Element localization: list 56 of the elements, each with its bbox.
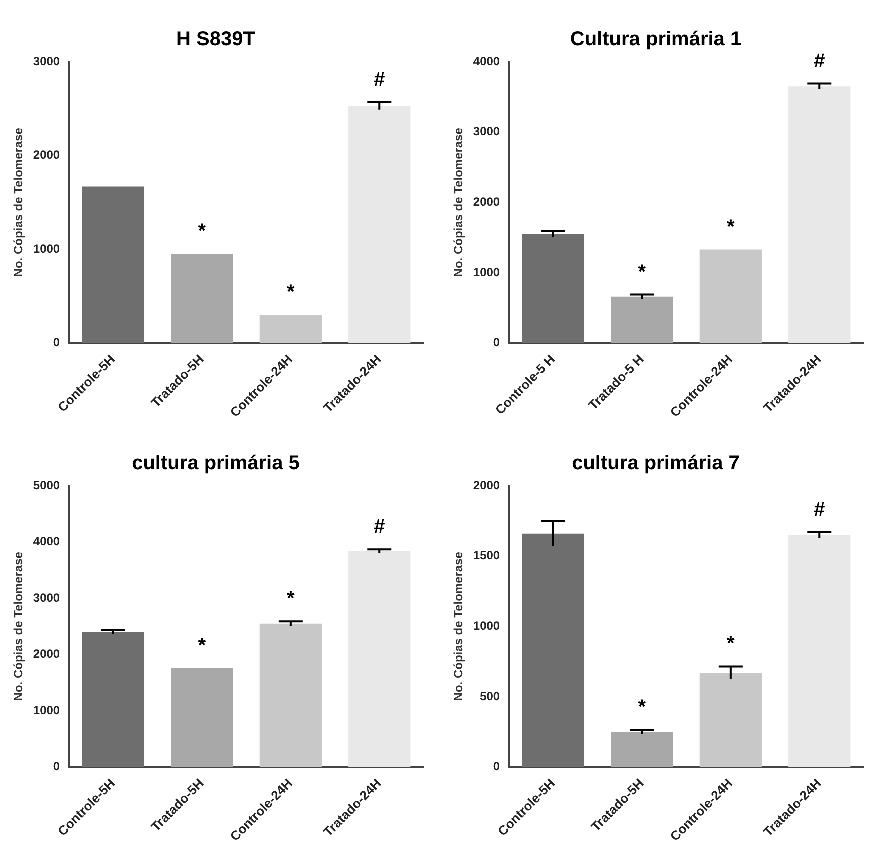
y-axis-title: No. Cópias de Telomerase [12,128,26,278]
bar [260,624,322,768]
y-tick-label: 3000 [473,124,500,139]
chart-title: Cultura primária 1 [570,28,742,51]
bar [82,632,145,768]
y-tick-label: 2000 [33,647,60,662]
bar [522,234,585,344]
bar [788,86,851,344]
annotation: # [374,68,386,91]
y-tick-label: 0 [53,760,60,774]
bar [788,535,851,768]
bar [348,106,411,344]
y-tick-label: 4000 [33,534,60,549]
chart-title: cultura primária 5 [132,452,300,475]
annotation: # [814,50,826,72]
y-tick-label: 1000 [473,265,500,280]
y-tick-label: 2000 [33,148,60,162]
bar [522,534,585,768]
annotation: # [814,498,826,521]
annotation: * [727,633,736,656]
bar [171,254,234,344]
annotation: * [287,588,296,610]
bar [171,668,234,768]
annotation: * [638,261,646,284]
y-tick-label: 5000 [33,478,60,492]
chart-title: H S839T [176,28,256,51]
y-axis-title: No. Cópias de Telomerase [12,552,26,702]
chart-title: cultura primária 7 [572,452,740,475]
y-tick-label: 4000 [473,54,500,68]
annotation: * [198,220,206,243]
y-tick-label: 1500 [473,548,500,563]
annotation: * [638,696,646,719]
annotation: * [287,282,296,304]
y-axis-title: No. Cópias de Telomerase [452,128,466,278]
bar [700,250,762,344]
bar [260,315,322,344]
annotation: * [198,634,206,657]
y-tick-label: 1000 [473,618,500,633]
bar [348,551,411,768]
y-tick-label: 0 [53,336,60,350]
y-tick-label: 2000 [473,194,500,209]
bar [611,732,674,768]
y-tick-label: 2000 [473,478,500,492]
bar [700,673,762,768]
y-tick-label: 0 [493,760,500,774]
y-tick-label: 3000 [33,54,60,68]
annotation: * [727,216,736,238]
bar [82,186,145,344]
y-tick-label: 500 [480,689,500,704]
annotation: # [374,516,386,538]
y-tick-label: 1000 [33,242,60,256]
y-tick-label: 0 [493,336,500,350]
y-tick-label: 3000 [33,590,60,605]
y-axis-title: No. Cópias de Telomerase [452,552,466,702]
bar [611,296,674,344]
y-tick-label: 1000 [33,703,60,718]
